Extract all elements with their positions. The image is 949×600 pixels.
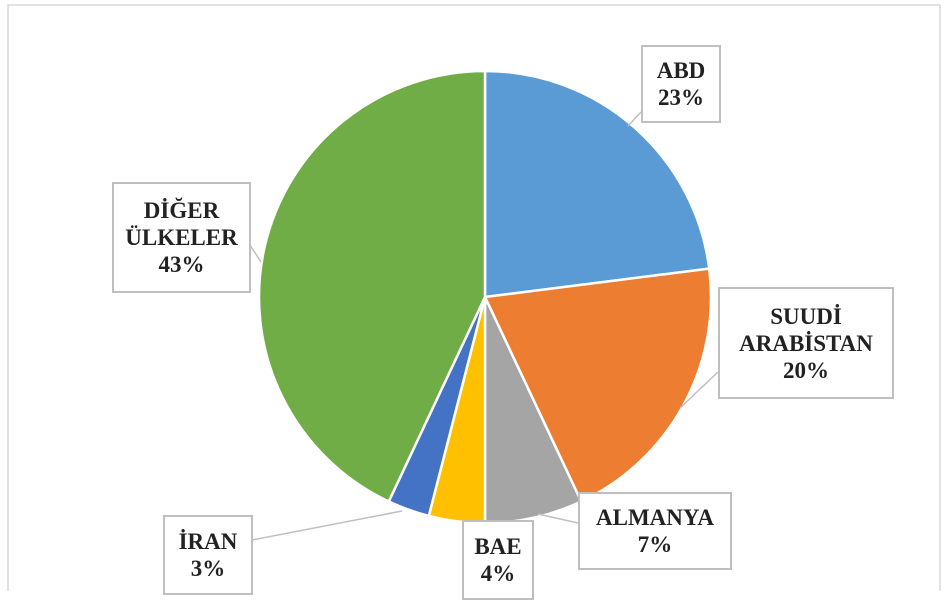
label-value: 43% <box>158 252 205 277</box>
data-label: ALMANYA 7% <box>578 492 732 570</box>
label-value: 3% <box>190 556 226 581</box>
leader-line <box>249 244 262 263</box>
label-category: ALMANYA <box>596 505 714 530</box>
data-label: BAE 4% <box>462 520 534 600</box>
leader-line <box>251 510 403 541</box>
leader-line <box>627 111 642 127</box>
label-value: 4% <box>480 561 516 586</box>
leader-line <box>679 371 719 409</box>
frame <box>7 4 941 591</box>
pie-slice <box>257 69 487 504</box>
data-label: ABD 23% <box>641 45 721 123</box>
label-category: İRAN <box>178 529 238 554</box>
data-label: SUUDİ ARABİSTAN 20% <box>718 287 894 399</box>
pie-slice <box>483 69 711 299</box>
label-category: ABD <box>656 58 706 83</box>
label-value: 7% <box>637 532 673 557</box>
leader-line <box>537 513 579 524</box>
label-category: BAE <box>474 534 522 559</box>
label-value: 23% <box>658 85 704 110</box>
label-category: SUUDİ ARABİSTAN <box>739 303 873 356</box>
data-label: DİĞER ÜLKELER 43% <box>112 182 251 293</box>
label-value: 20% <box>783 357 829 383</box>
label-category: DİĞER ÜLKELER <box>125 198 238 250</box>
data-label: İRAN 3% <box>163 515 253 595</box>
